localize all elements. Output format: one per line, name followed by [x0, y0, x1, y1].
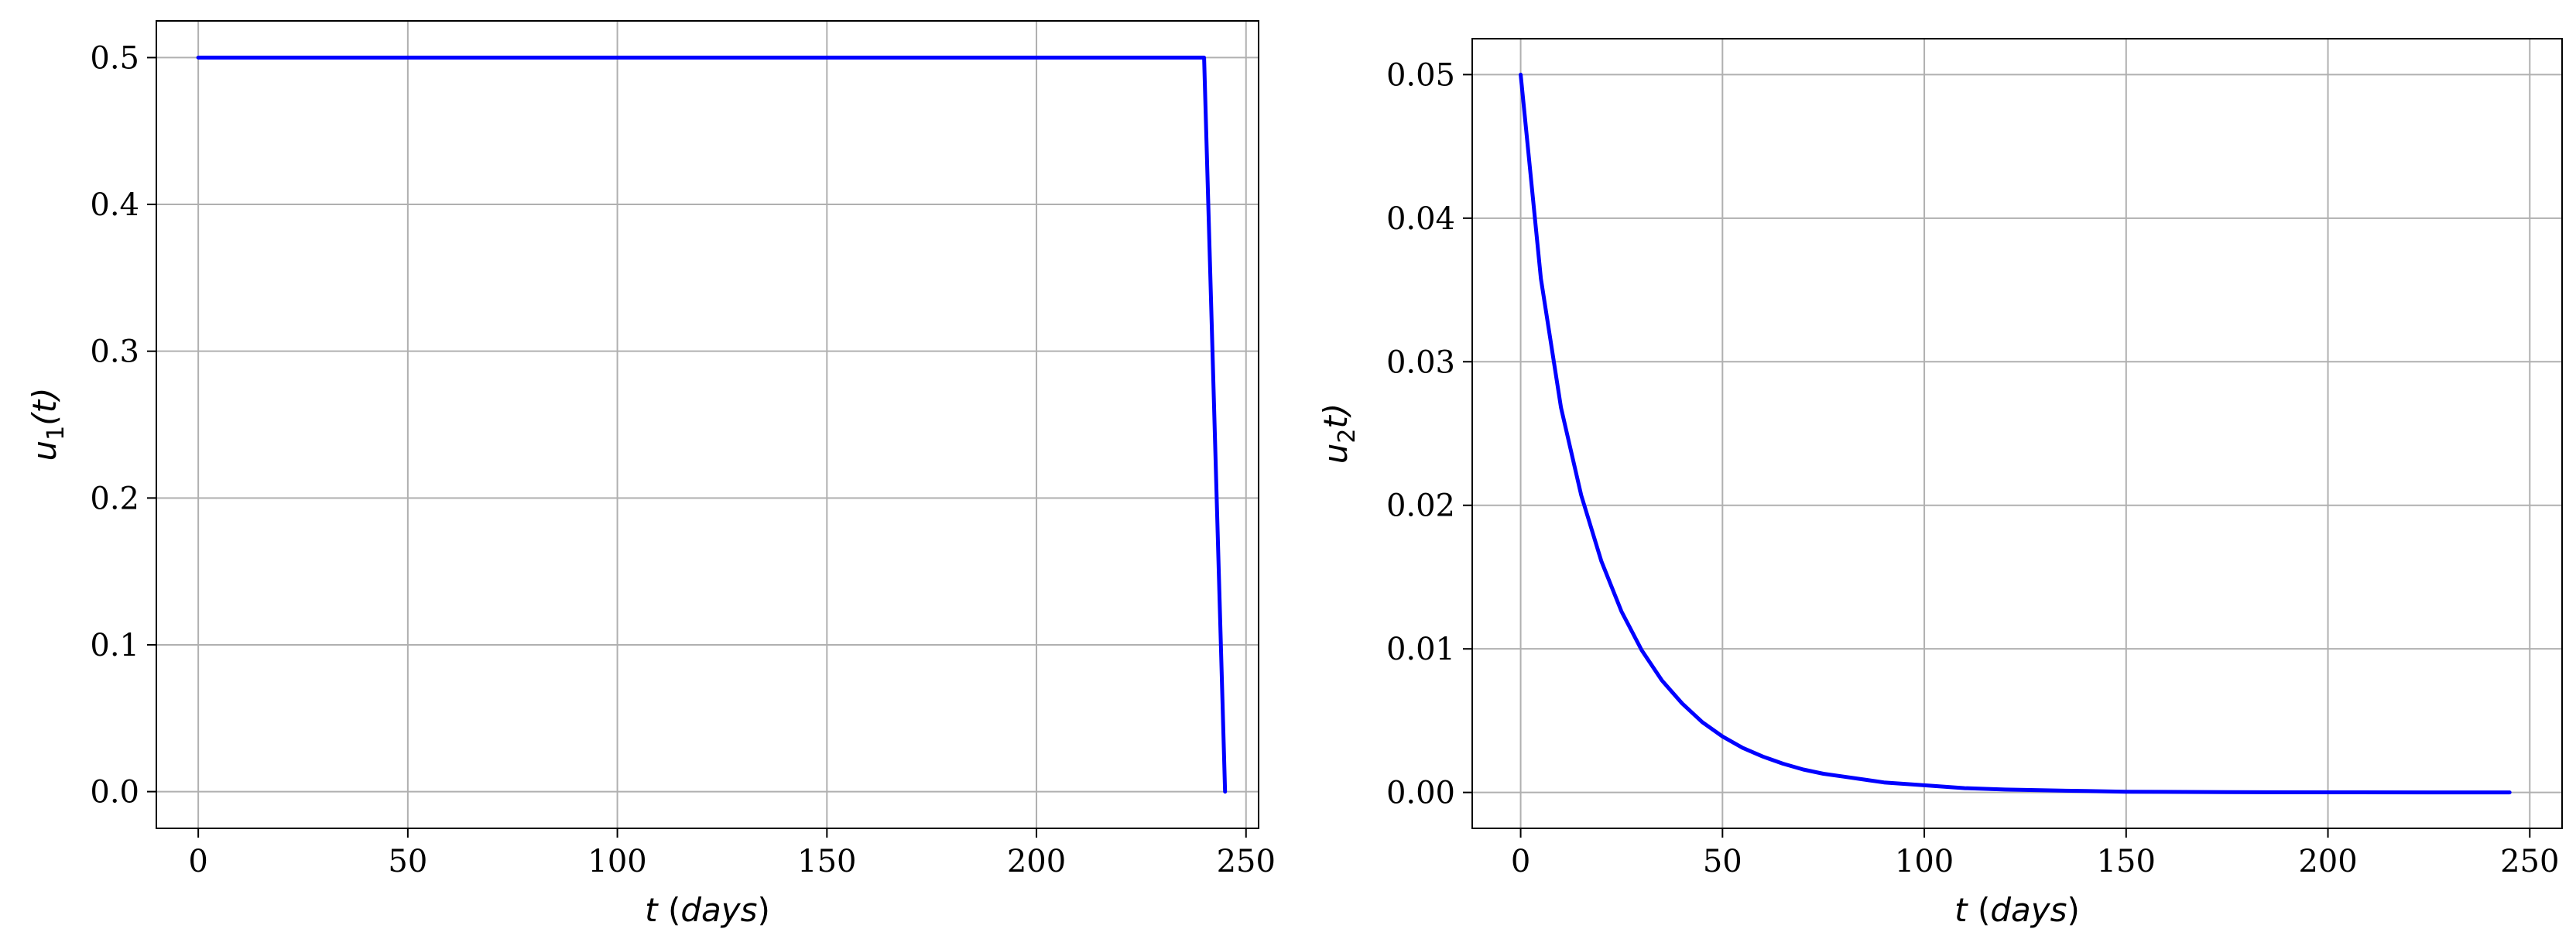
ticks: 0 50 100 150 200 250 0.00 0.01 0.02 0.03 0.04 0.05 — [1386, 57, 2560, 879]
y-tick-label: 0.03 — [1386, 344, 1455, 380]
y-axis-label: u1(t) — [26, 388, 70, 461]
x-tick-label: 50 — [1703, 844, 1742, 879]
x-tick-label: 100 — [1895, 844, 1954, 879]
series-line — [1519, 72, 2512, 795]
y-tick-label: 0.00 — [1386, 776, 1455, 811]
series — [196, 55, 1228, 794]
y-tick-label: 0.1 — [90, 628, 139, 663]
x-tick-label: 250 — [2500, 844, 2559, 879]
y-axis-label: u2t) — [1317, 403, 1361, 464]
x-tick-label: 100 — [587, 844, 646, 879]
x-axis-label: t (days) — [1954, 891, 2080, 929]
x-tick-label: 200 — [1007, 844, 1066, 879]
x-tick-label: 200 — [2298, 844, 2357, 879]
chart-u1: 0 50 100 150 200 250 0.0 0.1 0.2 0.3 0.4 0.5 t (day… — [26, 20, 1276, 929]
y-tick-label: 0.5 — [90, 40, 139, 76]
plot-area-frame — [156, 20, 1259, 829]
x-tick-label: 0 — [188, 844, 207, 879]
y-tick-label: 0.02 — [1386, 488, 1455, 524]
ticks: 0 50 100 150 200 250 0.0 0.1 0.2 0.3 0.4 0.5 — [90, 40, 1276, 879]
y-tick-label: 0.04 — [1386, 201, 1455, 237]
x-tick-label: 50 — [388, 844, 427, 879]
y-tick-label: 0.01 — [1386, 632, 1455, 667]
grid — [1472, 39, 2562, 828]
plot-area-frame — [1471, 38, 2563, 829]
chart-u2: 0 50 100 150 200 2500.000.010.020.030.040.05 … — [1317, 38, 2563, 929]
y-tick-label: 0.2 — [90, 481, 139, 516]
series-line — [196, 55, 1228, 794]
x-axis-label: t (days) — [645, 891, 770, 929]
x-tick-label: 150 — [797, 844, 856, 879]
y-tick-label: 0.05 — [1386, 57, 1455, 93]
y-tick-label: 0.3 — [90, 334, 139, 370]
x-tick-label: 150 — [2097, 844, 2156, 879]
grid — [156, 21, 1259, 828]
x-tick-label: 250 — [1217, 844, 1276, 879]
y-tick-label: 0.4 — [90, 187, 139, 223]
series — [1519, 72, 2512, 795]
x-tick-label: 0 — [1511, 844, 1530, 879]
y-tick-label: 0.0 — [90, 775, 139, 811]
